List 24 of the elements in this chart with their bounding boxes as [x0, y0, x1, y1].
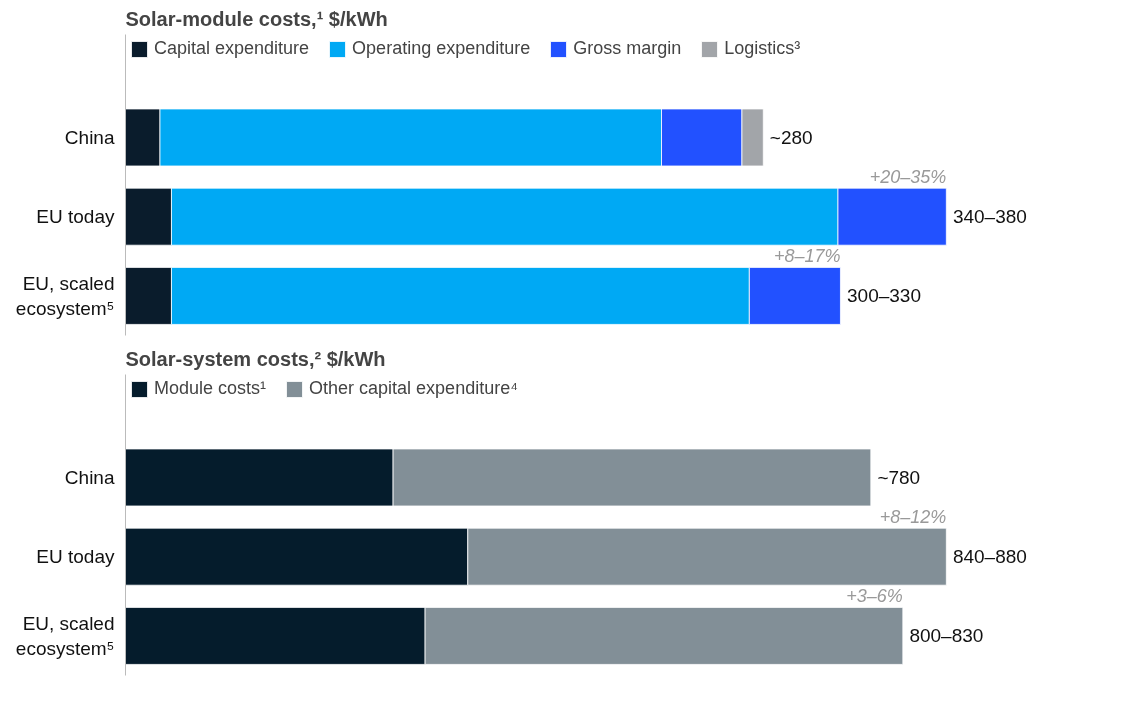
annotation: +20–35%	[869, 167, 947, 188]
annotation: ~780	[877, 466, 921, 488]
text: 840–880	[952, 546, 1027, 568]
annotation: +8–17%	[773, 246, 841, 267]
y-tick-label: China	[64, 466, 115, 488]
chart-title: Solar-system costs,² $/kWh	[125, 347, 386, 370]
legend-label: Logistics³	[724, 38, 801, 59]
legend-label: Capital expenditure	[154, 38, 310, 59]
annotation: +3–6%	[846, 586, 903, 607]
y-tick-label: EU, scaled ecosystem⁵	[15, 272, 115, 319]
annotation: 300–330	[847, 285, 921, 307]
y-tick-label: EU, scaled ecosystem⁵	[15, 612, 115, 659]
text: 340–380	[952, 206, 1027, 228]
chart-title: Solar-module costs,¹ $/kWh	[125, 7, 388, 30]
y-tick-label: EU today	[36, 546, 115, 568]
legend-label: Other capital expenditure⁴	[309, 378, 518, 399]
y-tick-label: China	[64, 126, 115, 148]
legend-label: Gross margin	[573, 38, 682, 59]
annotation: 800–830	[909, 625, 984, 647]
y-tick-label: EU today	[36, 206, 115, 228]
annotation: ~280	[769, 126, 813, 148]
annotation: +8–12%	[879, 507, 947, 528]
legend-label: Module costs¹	[154, 378, 267, 399]
legend-label: Operating expenditure	[352, 38, 531, 59]
